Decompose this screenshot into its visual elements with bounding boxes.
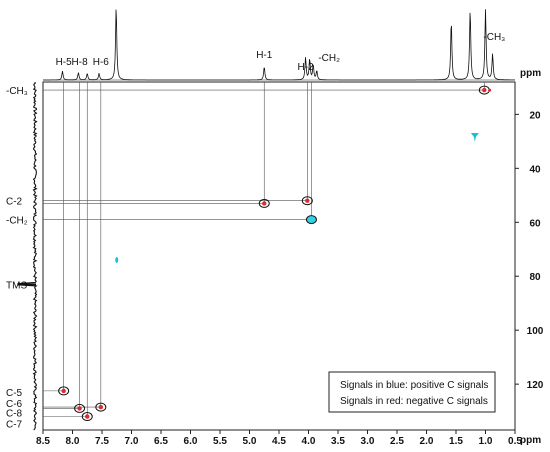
carbon-label: C-8 <box>6 408 23 419</box>
negative-peak <box>61 388 66 394</box>
x-tick-label: 1.5 <box>449 436 463 447</box>
x-tick-label: 0.5 <box>508 436 522 447</box>
proton-label: H-1 <box>256 50 273 61</box>
carbon-label: C-7 <box>6 419 23 430</box>
x-axis-ticks: 8.5 8.0 7.5 7.0 6.5 6.0 5.5 5.0 4.5 4.0 3.5 3.0 2.5 2… <box>36 79 522 447</box>
peak-circle <box>81 412 93 422</box>
peak-circle <box>95 402 107 412</box>
proton-label: -CH₃ <box>483 32 505 43</box>
carbon-trace-line <box>17 81 38 431</box>
peak-circle <box>301 196 313 206</box>
proton-1d-spectrum <box>43 9 515 81</box>
y-tick-label: 100 <box>527 326 544 337</box>
proton-trace-line <box>43 9 515 81</box>
y-tick-label: 20 <box>529 110 541 121</box>
positive-peak <box>305 215 317 225</box>
carbon-labels: -CH₃ C-2 -CH₂ TMS C-5C-6C-8C-7 <box>6 86 28 430</box>
proton-label: H-5 <box>56 57 73 68</box>
y-tick-label: 60 <box>529 218 541 229</box>
ch3-side-peak <box>488 88 492 92</box>
negative-peak <box>305 198 310 203</box>
legend-negative: Signals in red: negative C signals <box>340 396 488 407</box>
negative-peak <box>98 404 104 410</box>
x-tick-label: 3.5 <box>331 436 345 447</box>
carbon-label: TMS <box>6 280 27 291</box>
x-tick-label: 1.0 <box>479 436 493 447</box>
x-tick-label: 2.5 <box>390 436 404 447</box>
positive-peak <box>470 132 479 142</box>
peak-circle <box>74 403 86 413</box>
x-tick-label: 6.0 <box>184 436 198 447</box>
negative-peak <box>77 406 82 411</box>
legend: Signals in blue: positive C signals Sign… <box>328 371 496 413</box>
negative-peak <box>262 201 267 206</box>
x-tick-label: 5.0 <box>243 436 257 447</box>
peak-circle <box>58 386 70 396</box>
negative-peak <box>85 414 90 419</box>
peak-circle <box>258 198 270 208</box>
y-axis-ticks: 20 40 60 80 100 120 <box>515 110 544 391</box>
proton-label: -CH₂ <box>318 53 340 64</box>
y-tick-label: 80 <box>529 272 541 283</box>
x-tick-label: 4.5 <box>272 436 286 447</box>
x-tick-label: 6.5 <box>154 436 168 447</box>
x-tick-label: 5.5 <box>213 436 227 447</box>
proton-label: H-8 <box>72 57 89 68</box>
y-tick-label: 40 <box>529 164 541 175</box>
cross-peaks <box>58 85 492 422</box>
carbon-label: C-2 <box>6 197 23 208</box>
x-axis-label: ppm <box>520 435 541 446</box>
carbon-label: C-6 <box>6 399 23 410</box>
y-tick-label: 120 <box>527 380 544 391</box>
carbon-label: -CH₃ <box>6 86 28 97</box>
x-tick-label: 8.0 <box>66 436 80 447</box>
x-tick-label: 7.0 <box>125 436 139 447</box>
top-axis-unit: ppm <box>520 68 541 79</box>
carbon-1d-spectrum <box>17 81 38 431</box>
x-tick-label: 8.5 <box>36 436 50 447</box>
proton-labels: H-5 H-8 H-6 H-1 H-2 -CH₂ -CH₃ <box>56 32 506 73</box>
proton-label: H-6 <box>93 57 110 68</box>
x-tick-label: 4.0 <box>302 436 316 447</box>
positive-peak <box>115 257 119 264</box>
carbon-label: -CH₂ <box>6 216 28 227</box>
carbon-label: C-5 <box>6 388 23 399</box>
guide-lines <box>43 82 485 417</box>
legend-box <box>328 371 496 413</box>
x-tick-label: 3.0 <box>361 436 375 447</box>
legend-positive: Signals in blue: positive C signals <box>340 380 488 391</box>
proton-label: H-2 <box>297 62 314 73</box>
negative-peak <box>482 87 487 93</box>
x-tick-label: 7.5 <box>95 436 109 447</box>
x-tick-label: 2.0 <box>420 436 434 447</box>
